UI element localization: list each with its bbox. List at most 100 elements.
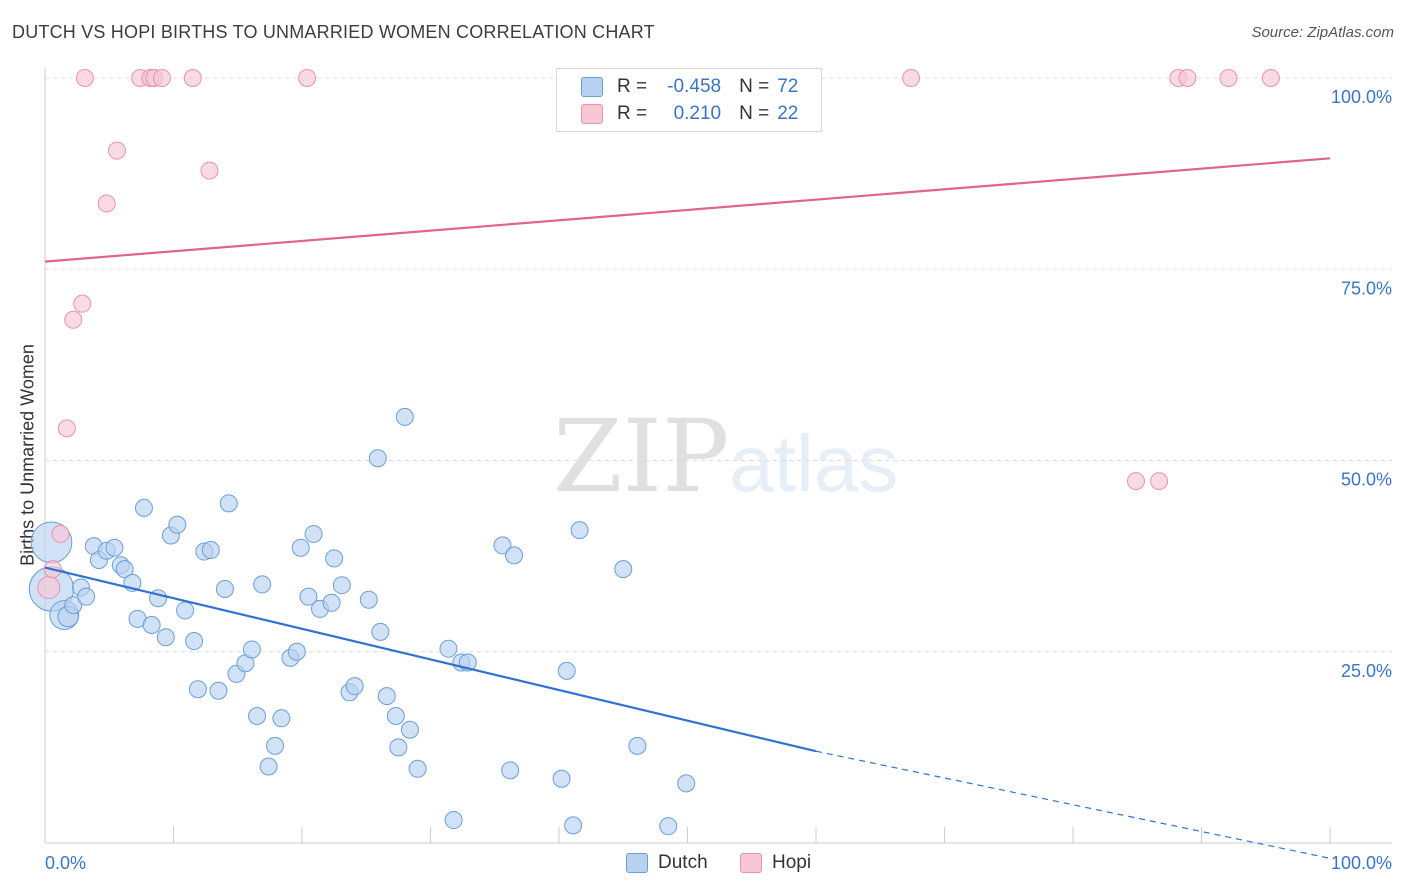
dutch-swatch [581, 77, 603, 97]
dutch-point-57 [439, 639, 458, 658]
hopi-point-2 [51, 524, 70, 543]
dutch-point-47 [345, 677, 364, 696]
hopi-point-20 [1178, 69, 1197, 87]
dutch-point-64 [552, 769, 571, 788]
y-tick-label-100: 100.0% [1331, 87, 1392, 107]
hopi-n-label: N = [739, 103, 770, 124]
dutch-r-value: -0.458 [667, 76, 722, 97]
watermark-zip: ZIP [553, 398, 730, 515]
hopi-legend-label: Hopi [772, 852, 812, 873]
hopi-point-0 [37, 575, 61, 600]
watermark: ZIPatlas [553, 398, 898, 515]
hopi-point-3 [57, 419, 76, 438]
dutch-point-53 [389, 738, 408, 757]
hopi-point-7 [107, 141, 126, 160]
y-tick-label-25: 25.0% [1341, 661, 1392, 681]
dutch-legend-label: Dutch [658, 852, 708, 873]
y-tick-label-50: 50.0% [1341, 470, 1392, 490]
dutch-point-48 [359, 590, 378, 609]
dutch-point-22 [185, 632, 204, 651]
dutch-point-67 [570, 521, 589, 540]
dutch-point-51 [377, 687, 396, 706]
dutch-point-66 [564, 816, 583, 835]
dutch-point-28 [219, 494, 238, 513]
dutch-point-21 [176, 601, 195, 620]
x-tick-label-100: 100.0% [1331, 853, 1392, 873]
hopi-point-15 [298, 69, 317, 87]
legend-row-dutch: R = -0.458 N = 72 [581, 75, 798, 99]
hopi-point-8 [97, 194, 116, 213]
dutch-r-label: R = [617, 76, 648, 97]
hopi-r-value: 0.210 [673, 103, 722, 124]
y-tick-label-75: 75.0% [1341, 278, 1392, 298]
dutch-point-71 [677, 774, 696, 793]
dutch-point-55 [400, 720, 419, 739]
legend-item-dutch[interactable]: Dutch [626, 852, 708, 874]
dutch-point-10 [105, 538, 124, 557]
hopi-point-12 [152, 69, 171, 87]
dutch-point-68 [614, 560, 633, 579]
dutch-point-39 [291, 538, 310, 557]
dutch-point-50 [371, 622, 390, 641]
dutch-n-value: 72 [777, 76, 799, 97]
hopi-point-13 [183, 69, 202, 87]
dutch-point-56 [408, 759, 427, 778]
dutch-point-44 [322, 593, 341, 612]
dutch-legend-swatch [626, 853, 648, 873]
dutch-point-20 [168, 515, 187, 534]
hopi-point-6 [75, 69, 94, 87]
dutch-point-43 [325, 549, 344, 568]
legend-row-hopi: R = 0.210 N = 22 [581, 102, 798, 126]
dutch-point-34 [259, 757, 278, 776]
dutch-point-38 [287, 642, 306, 661]
dutch-point-31 [242, 640, 261, 659]
dutch-point-6 [77, 587, 96, 606]
correlation-legend: R = -0.458 N = 72 R = 0.210 N = 22 [556, 68, 822, 132]
dutch-point-54 [395, 407, 414, 426]
dutch-point-41 [304, 524, 323, 543]
dutch-point-15 [134, 498, 153, 517]
dutch-point-63 [505, 546, 524, 565]
dutch-point-12 [115, 560, 134, 579]
dutch-point-52 [386, 707, 405, 726]
dutch-point-58 [444, 811, 463, 830]
hopi-swatch [581, 104, 603, 124]
watermark-atlas: atlas [729, 419, 899, 508]
hopi-point-16 [902, 69, 921, 87]
dutch-point-32 [248, 707, 267, 726]
hopi-n-value: 22 [777, 103, 799, 124]
hopi-r-label: R = [617, 103, 648, 124]
dutch-point-18 [156, 628, 175, 647]
dutch-point-33 [253, 575, 272, 594]
dutch-point-4 [64, 596, 83, 615]
hopi-point-14 [200, 161, 219, 180]
dutch-point-26 [209, 681, 228, 700]
hopi-point-21 [1219, 69, 1238, 87]
dutch-trend-line [44, 566, 817, 753]
hopi-point-5 [73, 294, 92, 313]
source-credit: Source: ZipAtlas.com [1251, 24, 1394, 41]
dutch-point-36 [272, 709, 291, 728]
dutch-point-35 [266, 736, 285, 755]
legend-item-hopi[interactable]: Hopi [740, 852, 811, 874]
dutch-point-25 [201, 541, 220, 560]
dutch-point-61 [493, 536, 512, 555]
dutch-point-45 [332, 576, 351, 595]
dutch-point-27 [215, 580, 234, 599]
dutch-point-23 [188, 680, 207, 699]
hopi-point-18 [1150, 472, 1169, 491]
dutch-point-69 [628, 736, 647, 755]
dutch-n-label: N = [739, 76, 770, 97]
hopi-point-17 [1126, 472, 1145, 491]
dutch-point-49 [368, 449, 387, 468]
hopi-legend-swatch [740, 853, 762, 873]
x-tick-label-0: 0.0% [45, 853, 86, 873]
chart-title: DUTCH VS HOPI BIRTHS TO UNMARRIED WOMEN … [12, 22, 655, 42]
dutch-point-62 [501, 761, 520, 780]
hopi-point-22 [1261, 69, 1280, 87]
dutch-point-16 [142, 615, 161, 634]
dutch-point-65 [557, 661, 576, 680]
dutch-point-70 [659, 817, 678, 836]
dutch-point-40 [299, 587, 318, 606]
